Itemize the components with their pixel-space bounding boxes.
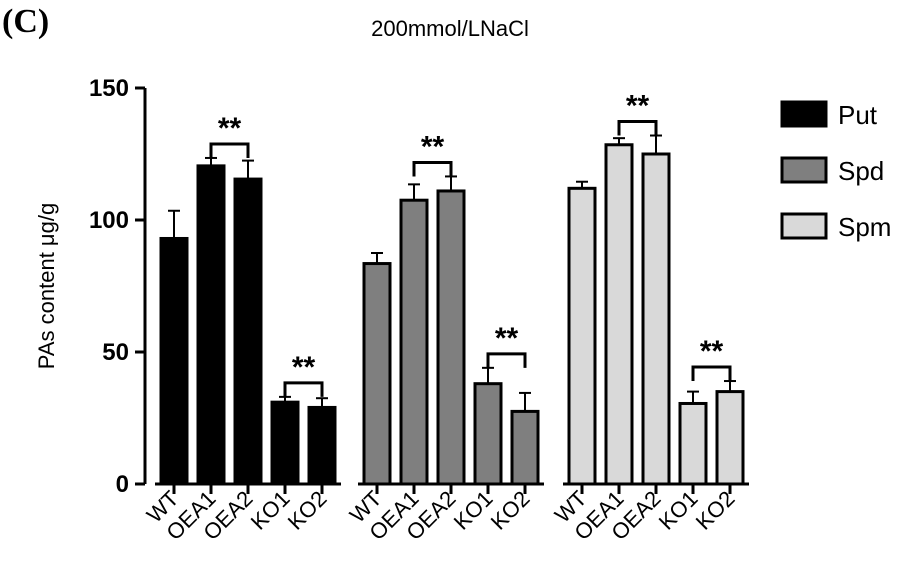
legend-swatch — [780, 100, 828, 128]
bar — [473, 382, 503, 486]
y-tick-label: 50 — [102, 339, 129, 366]
legend-label: Spd — [838, 156, 884, 186]
significance-label: ** — [292, 351, 316, 384]
significance-bracket — [412, 160, 453, 177]
chart-title: 200mmol/LNaCl — [371, 16, 529, 41]
bar — [270, 400, 300, 486]
y-tick-label: 150 — [89, 75, 129, 102]
legend-swatch — [780, 212, 828, 240]
bar — [399, 198, 429, 486]
significance-label: ** — [218, 112, 242, 145]
significance-bracket — [209, 142, 250, 158]
significance-label: ** — [626, 90, 650, 123]
x-tick-label: KO2 — [486, 486, 535, 535]
bar — [678, 401, 708, 486]
significance-bracket — [283, 381, 324, 397]
bar — [196, 164, 226, 486]
legend: Put Spd Spm — [780, 100, 891, 242]
legend-label: Spm — [838, 212, 891, 242]
bar — [715, 390, 745, 486]
x-tick-label: KO2 — [691, 486, 740, 535]
significance-bracket — [486, 352, 527, 368]
bar — [159, 236, 189, 486]
y-tick-label: 100 — [89, 207, 129, 234]
x-tick-label: KO2 — [283, 486, 332, 535]
y-tick-label: 0 — [116, 471, 129, 498]
bar — [233, 177, 263, 486]
bar — [510, 409, 540, 486]
bar — [436, 189, 466, 486]
significance-label: ** — [700, 335, 724, 368]
x-tick-label: KO1 — [654, 486, 703, 535]
panel-label: (C) — [2, 3, 49, 40]
bar — [307, 405, 337, 486]
legend-label: Put — [838, 100, 878, 130]
y-axis-label: PAs content μg/g — [34, 203, 59, 369]
significance-label: ** — [421, 130, 445, 163]
x-tick-label: KO1 — [246, 486, 295, 535]
significance-bracket — [617, 120, 658, 136]
bar — [641, 152, 671, 486]
bar — [362, 262, 392, 486]
legend-swatch — [780, 156, 828, 184]
bar — [604, 143, 634, 486]
significance-bracket — [691, 365, 732, 382]
bar — [567, 186, 597, 486]
significance-label: ** — [495, 322, 519, 355]
x-tick-label: KO1 — [449, 486, 498, 535]
